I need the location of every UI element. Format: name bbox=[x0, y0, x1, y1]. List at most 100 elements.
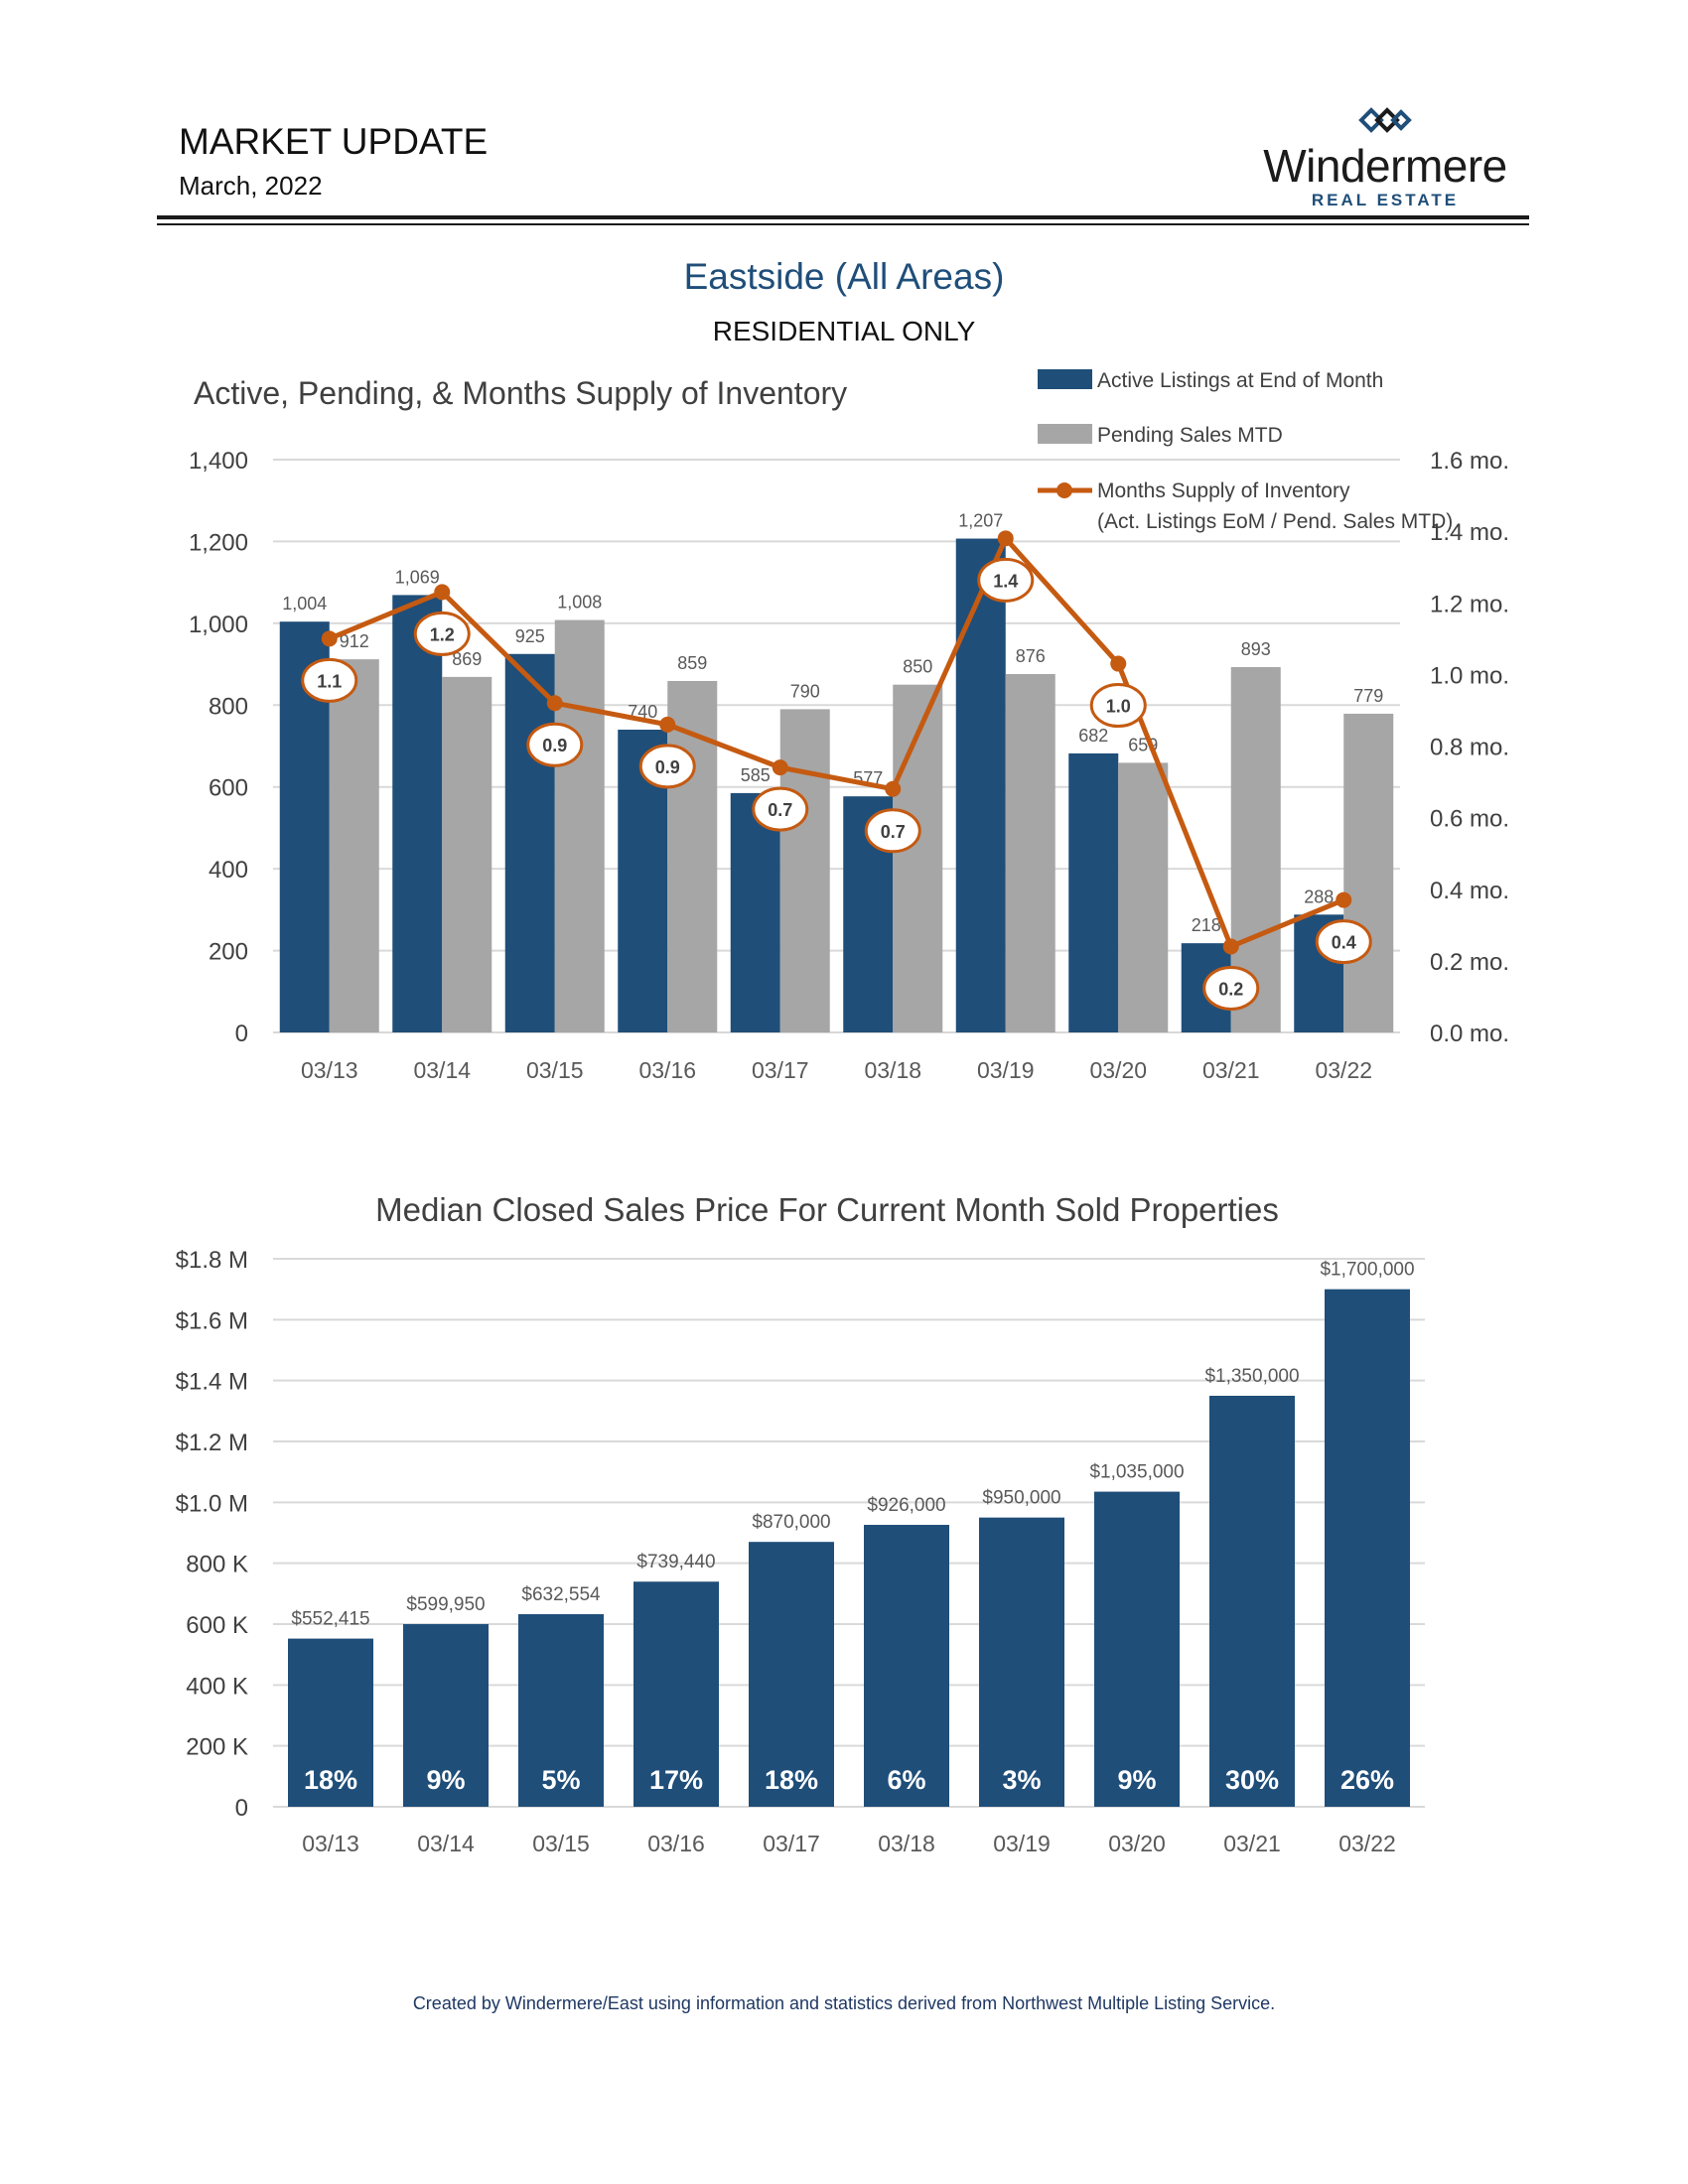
yoy-pct-label: 9% bbox=[426, 1765, 465, 1795]
months-supply-callout bbox=[864, 808, 921, 854]
x-tick-label: 03/21 bbox=[1223, 1831, 1281, 1856]
y-tick-label: 1,400 bbox=[189, 448, 248, 475]
months-supply-callout bbox=[1202, 965, 1260, 1011]
y2-tick-label: 0.4 mo. bbox=[1430, 878, 1509, 904]
price-value-label: $552,415 bbox=[291, 1609, 369, 1630]
y-tick-label: 0 bbox=[235, 1021, 248, 1047]
y-tick-label: 400 K bbox=[186, 1673, 248, 1700]
x-tick-label: 03/18 bbox=[864, 1057, 921, 1083]
chart1-title: Active, Pending, & Months Supply of Inve… bbox=[194, 375, 847, 411]
yoy-pct-label: 6% bbox=[887, 1765, 925, 1795]
x-tick-label: 03/17 bbox=[763, 1831, 820, 1856]
chart2-title: Median Closed Sales Price For Current Mo… bbox=[375, 1191, 1279, 1228]
legend-line-marker bbox=[1056, 482, 1072, 498]
legend-months-label: Months Supply of Inventory bbox=[1097, 479, 1350, 502]
months-supply-label: 0.9 bbox=[655, 757, 680, 777]
y-tick-label: 1,200 bbox=[189, 529, 248, 556]
price-bar bbox=[403, 1624, 489, 1807]
report-date: March, 2022 bbox=[179, 171, 323, 201]
pending-bar bbox=[554, 619, 605, 1032]
months-supply-callout bbox=[413, 611, 471, 656]
months-supply-label: 1.4 bbox=[993, 571, 1018, 591]
months-supply-label: 0.9 bbox=[542, 736, 567, 755]
price-value-label: $599,950 bbox=[406, 1594, 485, 1615]
y2-tick-label: 1.0 mo. bbox=[1430, 662, 1509, 689]
months-supply-callout bbox=[1089, 683, 1147, 729]
logo-subtitle: REAL ESTATE bbox=[1311, 191, 1460, 209]
price-value-label: $950,000 bbox=[982, 1488, 1060, 1509]
pending-bar bbox=[1005, 673, 1055, 1032]
pending-value-label: 779 bbox=[1353, 686, 1383, 706]
legend-formula-label: (Act. Listings EoM / Pend. Sales MTD) bbox=[1097, 510, 1453, 533]
pending-value-label: 790 bbox=[790, 681, 820, 701]
months-supply-point bbox=[546, 695, 563, 712]
months-supply-label: 0.7 bbox=[768, 800, 792, 820]
price-value-label: $632,554 bbox=[521, 1584, 601, 1605]
active-value-label: 682 bbox=[1078, 726, 1108, 746]
legend-active-label: Active Listings at End of Month bbox=[1097, 369, 1383, 392]
yoy-pct-label: 9% bbox=[1117, 1765, 1156, 1795]
y-tick-label: $1.2 M bbox=[176, 1430, 248, 1456]
months-supply-label: 1.2 bbox=[430, 624, 455, 644]
months-supply-label: 0.2 bbox=[1218, 979, 1243, 999]
price-value-label: $870,000 bbox=[752, 1512, 830, 1533]
months-supply-callout bbox=[752, 786, 809, 832]
months-supply-point bbox=[434, 584, 451, 601]
y-tick-label: $1.8 M bbox=[176, 1247, 248, 1274]
y2-tick-label: 1.4 mo. bbox=[1430, 519, 1509, 546]
price-bar bbox=[979, 1517, 1064, 1807]
y-tick-label: 0 bbox=[235, 1795, 248, 1822]
months-supply-line bbox=[328, 535, 1345, 949]
x-tick-label: 03/20 bbox=[1089, 1057, 1147, 1083]
months-supply-point bbox=[1110, 655, 1127, 672]
x-tick-label: 03/13 bbox=[301, 1057, 358, 1083]
x-tick-label: 03/14 bbox=[417, 1831, 475, 1856]
y-tick-label: 800 K bbox=[186, 1552, 248, 1578]
active-bar bbox=[504, 653, 555, 1032]
pending-value-label: 893 bbox=[1241, 639, 1271, 659]
pending-bar bbox=[893, 684, 943, 1032]
x-tick-label: 03/19 bbox=[977, 1057, 1035, 1083]
active-value-label: 288 bbox=[1304, 887, 1334, 906]
price-value-label: $1,700,000 bbox=[1320, 1260, 1414, 1281]
price-bar bbox=[633, 1581, 719, 1807]
months-supply-point bbox=[321, 630, 338, 647]
months-supply-label: 0.7 bbox=[881, 822, 906, 842]
price-value-label: $739,440 bbox=[636, 1552, 715, 1572]
y-tick-label: 200 bbox=[209, 939, 248, 966]
legend-active-swatch bbox=[1038, 369, 1092, 389]
pending-bar bbox=[1118, 762, 1169, 1032]
price-bar bbox=[1209, 1396, 1295, 1807]
y-tick-label: 600 K bbox=[186, 1612, 248, 1639]
y-tick-label: 600 bbox=[209, 775, 248, 802]
market-update-title: MARKET UPDATE bbox=[179, 121, 489, 162]
x-tick-label: 03/22 bbox=[1315, 1057, 1372, 1083]
windermere-logo: Windermere REAL ESTATE bbox=[1241, 103, 1529, 212]
footer-note: Created by Windermere/East using informa… bbox=[412, 1993, 1276, 2013]
x-tick-label: 03/15 bbox=[532, 1831, 590, 1856]
months-supply-callout bbox=[638, 744, 696, 789]
pending-value-label: 912 bbox=[340, 631, 369, 651]
pending-bar bbox=[442, 676, 492, 1032]
months-supply-point bbox=[997, 530, 1014, 547]
x-tick-label: 03/14 bbox=[413, 1057, 471, 1083]
yoy-pct-label: 5% bbox=[541, 1765, 580, 1795]
header-rule bbox=[157, 215, 1529, 219]
y-tick-label: 800 bbox=[209, 693, 248, 720]
price-bar bbox=[864, 1525, 949, 1807]
months-supply-callout bbox=[526, 722, 584, 767]
inventory-chart: Active, Pending, & Months Supply of Inve… bbox=[189, 369, 1509, 1083]
y-tick-label: $1.4 M bbox=[176, 1369, 248, 1396]
price-value-label: $1,350,000 bbox=[1204, 1366, 1299, 1387]
y-tick-label: $1.0 M bbox=[176, 1490, 248, 1517]
yoy-pct-label: 18% bbox=[304, 1765, 357, 1795]
months-supply-callout bbox=[301, 657, 358, 703]
y-tick-label: 400 bbox=[209, 857, 248, 884]
logo-diamond-icon bbox=[1358, 107, 1412, 133]
x-tick-label: 03/20 bbox=[1108, 1831, 1166, 1856]
price-bar bbox=[1094, 1491, 1180, 1807]
active-value-label: 585 bbox=[741, 765, 771, 785]
y-tick-label: 200 K bbox=[186, 1734, 248, 1761]
pending-value-label: 876 bbox=[1016, 646, 1046, 666]
residential-only-label: RESIDENTIAL ONLY bbox=[712, 316, 976, 346]
